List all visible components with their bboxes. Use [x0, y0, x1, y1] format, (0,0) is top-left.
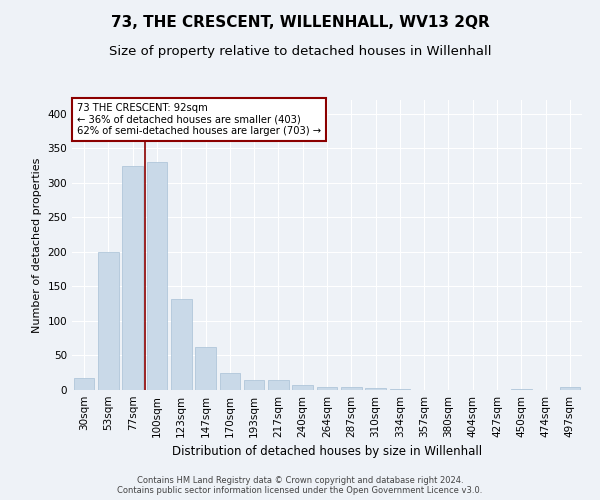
Bar	[268, 380, 289, 390]
Bar	[244, 380, 265, 390]
Bar	[122, 166, 143, 390]
Y-axis label: Number of detached properties: Number of detached properties	[32, 158, 42, 332]
Bar	[74, 378, 94, 390]
Bar	[365, 388, 386, 390]
Bar	[292, 385, 313, 390]
X-axis label: Distribution of detached houses by size in Willenhall: Distribution of detached houses by size …	[172, 446, 482, 458]
Text: 73, THE CRESCENT, WILLENHALL, WV13 2QR: 73, THE CRESCENT, WILLENHALL, WV13 2QR	[110, 15, 490, 30]
Text: Size of property relative to detached houses in Willenhall: Size of property relative to detached ho…	[109, 45, 491, 58]
Text: Contains HM Land Registry data © Crown copyright and database right 2024.
Contai: Contains HM Land Registry data © Crown c…	[118, 476, 482, 495]
Bar	[171, 299, 191, 390]
Bar	[317, 387, 337, 390]
Bar	[195, 347, 216, 390]
Bar	[389, 388, 410, 390]
Bar	[98, 252, 119, 390]
Bar	[341, 387, 362, 390]
Text: 73 THE CRESCENT: 92sqm
← 36% of detached houses are smaller (403)
62% of semi-de: 73 THE CRESCENT: 92sqm ← 36% of detached…	[77, 103, 321, 136]
Bar	[560, 386, 580, 390]
Bar	[220, 372, 240, 390]
Bar	[511, 388, 532, 390]
Bar	[146, 162, 167, 390]
